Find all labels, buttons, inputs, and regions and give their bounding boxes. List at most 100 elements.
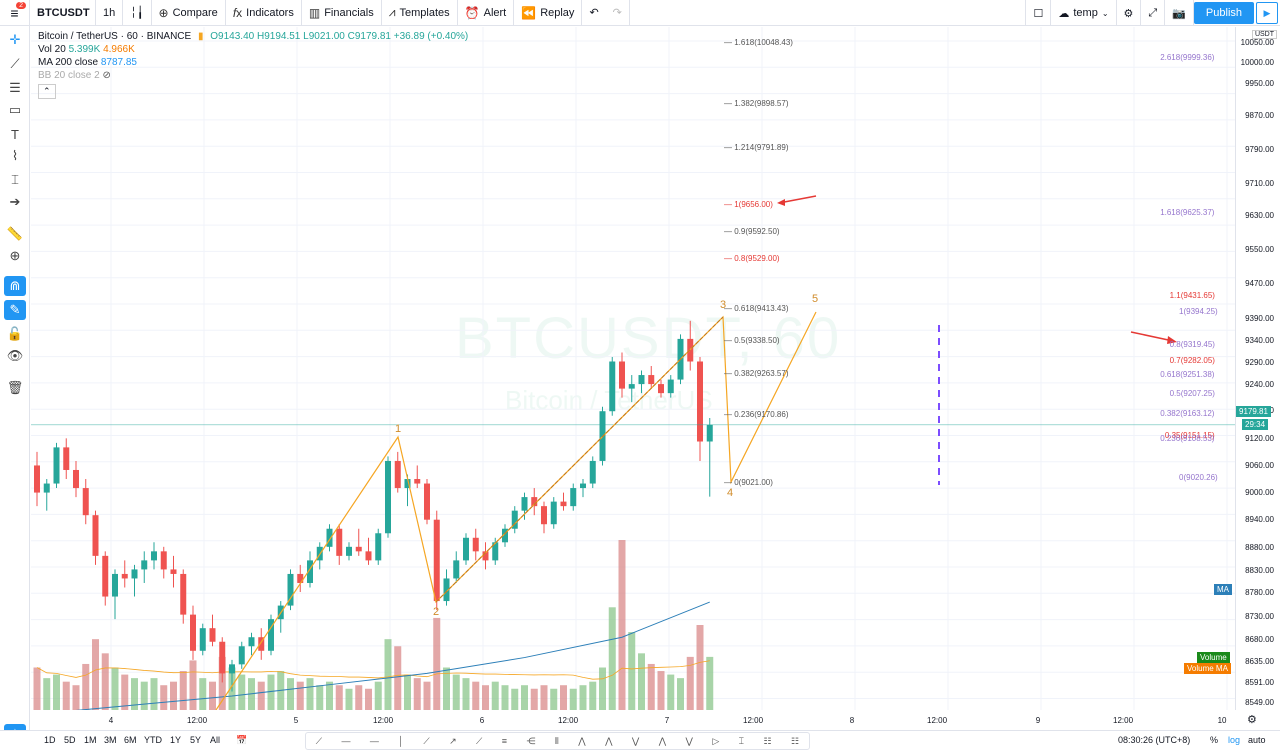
triangle-tool-icon[interactable]: ▷ <box>712 735 720 746</box>
trend-tool-icon[interactable]: ⟋ <box>423 735 430 746</box>
ma-value: 8787.85 <box>100 57 137 68</box>
collapse-legend-button[interactable]: ⌃ <box>38 84 56 99</box>
range-1y[interactable]: 1Y <box>170 735 182 745</box>
volume-bar <box>462 678 470 710</box>
range-ytd[interactable]: YTD <box>144 735 162 745</box>
play-button[interactable]: ▶ <box>1256 2 1278 24</box>
arrow-icon[interactable]: ➔ <box>9 194 21 209</box>
candle-body <box>385 460 391 534</box>
volume-bar <box>452 674 460 710</box>
volume-bar <box>423 681 431 710</box>
vline-tool-icon[interactable]: │ <box>398 736 404 746</box>
grid-tool-icon[interactable]: ☷ <box>791 735 800 746</box>
measure-icon[interactable]: ⌶ <box>11 172 19 187</box>
volume-bar <box>443 667 450 710</box>
wave4-tool-icon[interactable]: ⋀ <box>658 735 667 746</box>
fullscreen-layout-button[interactable]: ☐ <box>1025 0 1052 26</box>
calendar-icon[interactable]: 📅 <box>236 735 248 745</box>
volume-bar <box>511 688 519 710</box>
ray-tool-icon[interactable]: — <box>369 736 379 746</box>
chart-type-button[interactable]: ╎╽ <box>123 0 152 26</box>
symbol-search[interactable]: BTCUSDT <box>30 0 96 26</box>
eye-icon[interactable]: 👁 <box>6 348 24 363</box>
wave5-tool-icon[interactable]: ⋁ <box>685 735 693 746</box>
wave-tool-icon[interactable]: ⋀ <box>578 735 586 746</box>
replay-button[interactable]: ⏪ Replay <box>514 0 583 26</box>
financials-button[interactable]: ▥ Financials <box>302 0 382 26</box>
fib-tool-icon[interactable]: ⦀ <box>554 735 559 746</box>
volume-tag: Volume <box>1197 652 1230 663</box>
fullscreen-button[interactable]: ⤢ <box>1141 0 1166 26</box>
redo-button[interactable]: ↷ <box>606 0 630 26</box>
arrow-tool-icon[interactable]: ↗ <box>449 735 457 746</box>
line-tool-icon[interactable]: ⟋ <box>315 735 323 746</box>
trash-icon[interactable]: 🗑 <box>6 380 24 395</box>
magnet-icon[interactable]: ⋒ <box>4 276 26 296</box>
indicators-button[interactable]: fx Indicators <box>226 0 302 26</box>
candle-body <box>404 479 411 489</box>
range-5d[interactable]: 5D <box>64 735 76 745</box>
volume-bar <box>140 681 148 710</box>
chart-settings-icon[interactable]: ⚙ <box>1247 714 1257 726</box>
fib-icon[interactable]: ☰ <box>9 80 21 95</box>
wave-label-1: 1 <box>395 423 402 435</box>
volume-value: 5.399K <box>68 44 101 55</box>
wave2-tool-icon[interactable]: ⋀ <box>605 735 613 746</box>
parallel-tool-icon[interactable]: ≡ <box>501 736 508 746</box>
ext-tool-icon[interactable]: ⟋ <box>476 735 483 746</box>
auto-toggle[interactable]: auto <box>1248 735 1266 745</box>
snapshot-button[interactable]: 📷 <box>1165 0 1194 26</box>
candle-body <box>268 619 274 651</box>
ruler-icon[interactable]: 📏 <box>6 226 24 241</box>
eye-off-icon[interactable]: ⊘ <box>102 70 111 81</box>
range-all[interactable]: All <box>210 735 221 745</box>
zoom-in-icon[interactable]: ⊕ <box>9 248 21 263</box>
volume-bar <box>160 685 168 710</box>
undo-button[interactable]: ↶ <box>582 0 605 26</box>
range-3m[interactable]: 3M <box>104 735 117 745</box>
interval-button[interactable]: 1h <box>96 0 124 26</box>
text-icon[interactable]: T <box>11 126 19 142</box>
wave3-tool-icon[interactable]: ⋁ <box>631 735 640 746</box>
settings-button[interactable]: ⚙ <box>1117 0 1142 26</box>
layout-menu[interactable]: ☁ temp ⌄ <box>1051 0 1117 26</box>
rewind-icon: ⏪ <box>521 5 537 20</box>
menu-button[interactable]: ≡ 2 <box>0 0 30 26</box>
fib-ext-label: — 0.5(9338.50) <box>724 336 780 345</box>
price-axis[interactable]: USDT 10050.00 10000.00 9950.00 9870.00 9790.… <box>1235 27 1280 710</box>
candle-body <box>170 569 177 574</box>
range-6m[interactable]: 6M <box>124 735 137 745</box>
volume-bar <box>170 681 177 710</box>
volume-bar <box>433 617 441 710</box>
clock-display[interactable]: 08:30:26 (UTC+8) <box>1118 735 1191 745</box>
range-5y[interactable]: 5Y <box>190 735 202 745</box>
currency-label: USDT <box>1251 30 1277 39</box>
crosshair-icon[interactable]: ✛ <box>9 32 21 47</box>
fib-retrace-label: 0.236(9108.53) <box>1160 434 1215 443</box>
candle-body <box>706 424 713 442</box>
range-1d[interactable]: 1D <box>44 735 56 745</box>
templates-button[interactable]: ⩘ Templates <box>382 0 458 26</box>
pattern-icon[interactable]: ⌇ <box>11 148 19 163</box>
alert-button[interactable]: ⏰ Alert <box>458 0 515 26</box>
price-chart[interactable] <box>31 27 1235 710</box>
hline-tool-icon[interactable]: — <box>341 736 351 746</box>
price-tick-label: 9710.00 <box>1245 179 1274 188</box>
rectangle-icon[interactable]: ▭ <box>8 102 22 117</box>
pencil-lock-icon[interactable]: ✎ <box>4 300 26 320</box>
volume-bar <box>618 540 626 710</box>
price-tick-label: 9340.00 <box>1245 336 1274 345</box>
log-toggle[interactable]: log <box>1228 735 1241 745</box>
time-tick-label: 8 <box>849 716 855 725</box>
percent-toggle[interactable]: % <box>1210 735 1219 745</box>
range-tool-icon[interactable]: ⌶ <box>738 735 745 746</box>
table-tool-icon[interactable]: ☷ <box>763 735 772 746</box>
trend-line-icon[interactable]: ⟋ <box>10 56 20 71</box>
price-tick-label: 8549.00 <box>1245 698 1274 707</box>
candle-body <box>492 542 499 561</box>
pitchfork-tool-icon[interactable]: ⋲ <box>526 735 536 746</box>
compare-button[interactable]: ⊕ Compare <box>152 0 226 26</box>
lock-icon[interactable]: 🔓 <box>6 326 24 341</box>
range-1m[interactable]: 1M <box>84 735 97 745</box>
publish-button[interactable]: Publish <box>1193 2 1254 24</box>
